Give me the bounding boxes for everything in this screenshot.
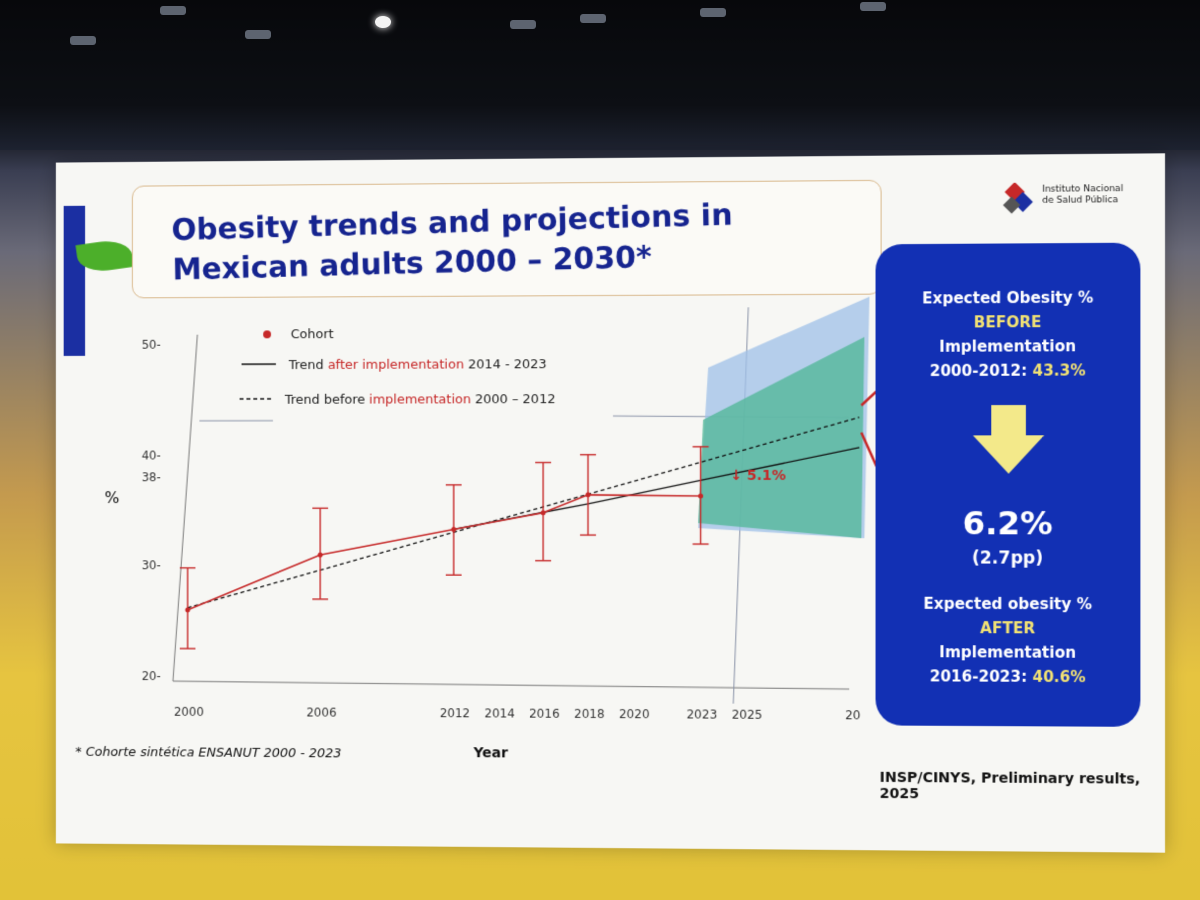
before-period: 2000-2012: 43.3% [876, 358, 1141, 383]
after-block: Expected obesity % AFTER Implementation … [876, 592, 1141, 690]
x-tick-label: 2012 [440, 706, 470, 720]
legend-trend-before: Trend before implementation 2000 – 2012 [284, 392, 556, 408]
after-implementation: Implementation [876, 640, 1141, 665]
x-axis [173, 681, 849, 689]
before-block: Expected Obesity % BEFORE Implementation… [876, 285, 1141, 383]
x-tick-label: 20 [845, 708, 860, 722]
cohort-point [698, 493, 703, 498]
before-implementation: Implementation [876, 334, 1141, 359]
cohort-line [188, 495, 701, 611]
x-tick-label: 2023 [687, 707, 718, 721]
difference-value: 6.2% [876, 504, 1141, 543]
ceiling-lamp [700, 8, 726, 17]
x-tick-label: 2016 [529, 707, 559, 721]
x-axis-label: Year [473, 745, 509, 761]
x-tick-label: 2020 [619, 707, 650, 721]
ceiling-lamp [510, 20, 536, 29]
expected-obesity-panel: Expected Obesity % BEFORE Implementation… [876, 243, 1141, 727]
before-value: 43.3% [1032, 361, 1085, 379]
source-note: INSP/CINYS, Preliminary results, 2025 [880, 770, 1165, 804]
footnote: * Cohorte sintética ENSANUT 2000 - 2023 [75, 745, 341, 761]
y-tick-label: 40- [142, 448, 161, 462]
cohort-point [586, 492, 591, 497]
x-tick-label: 2018 [574, 707, 604, 721]
x-tick-label: 2025 [732, 708, 763, 722]
cohort-point [318, 552, 323, 557]
cohort-point [185, 607, 190, 612]
ceiling [0, 0, 1200, 150]
difference-pp: (2.7pp) [876, 548, 1141, 569]
legend-cohort: Cohort [291, 327, 334, 342]
ceiling-lamp [245, 30, 271, 39]
presentation-slide: Obesity trends and projections in Mexica… [56, 153, 1165, 852]
after-value: 40.6% [1032, 668, 1085, 686]
ceiling-lamp [160, 6, 186, 15]
reduction-annotation: ↓ 5.1% [730, 468, 786, 484]
down-arrow-icon [973, 405, 1044, 476]
cohort-point [451, 527, 456, 532]
x-tick-label: 2014 [484, 706, 514, 720]
legend-trend-after: Trend after implementation 2014 - 2023 [288, 357, 547, 373]
after-title: Expected obesity % [876, 592, 1141, 617]
y-axis-label: % [105, 488, 120, 507]
y-tick-label: 30- [142, 559, 161, 573]
x-tick-label: 2000 [174, 705, 204, 719]
before-title: Expected Obesity % [876, 285, 1141, 311]
y-tick-label: 50- [142, 338, 161, 352]
cohort-point [541, 510, 546, 515]
legend-cohort-marker [263, 330, 271, 338]
y-tick-label: 38- [142, 470, 161, 484]
y-axis [173, 335, 197, 682]
ceiling-lamp [860, 2, 886, 11]
after-label: AFTER [876, 616, 1141, 641]
after-period: 2016-2023: 40.6% [876, 664, 1141, 689]
ceiling-lamp [375, 16, 391, 28]
ceiling-lamp [580, 14, 606, 23]
ceiling-lamp [70, 36, 96, 45]
y-tick-label: 20- [142, 669, 161, 683]
before-label: BEFORE [876, 310, 1141, 335]
x-tick-label: 2006 [306, 705, 336, 719]
